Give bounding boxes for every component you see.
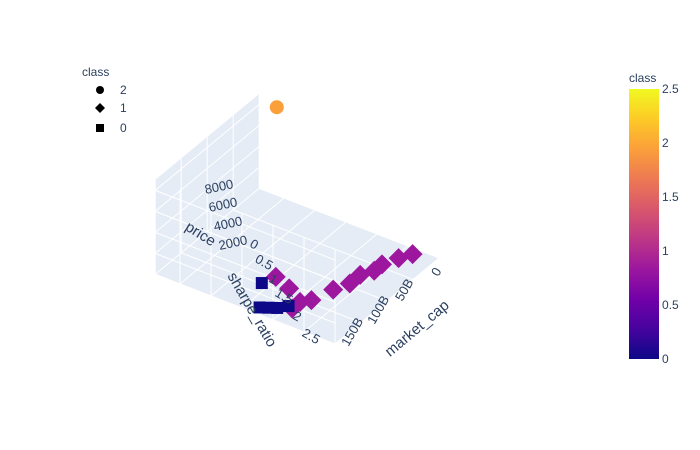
colorbar-tick-1.5: 1.5 xyxy=(662,190,679,204)
legend: class 2 1 0 xyxy=(82,65,127,135)
grid-line-z xyxy=(155,231,336,303)
colorbar-title: class xyxy=(629,71,656,85)
scene-3d xyxy=(154,93,440,345)
point-class-1[interactable] xyxy=(279,278,300,299)
legend-item-label: 1 xyxy=(120,101,127,115)
colorbar-tick-1: 1 xyxy=(662,244,669,258)
colorbar-gradient xyxy=(629,89,659,359)
data-marks xyxy=(253,100,423,319)
grid-line-z xyxy=(155,210,336,282)
legend-item-label: 2 xyxy=(120,83,127,97)
x-tick-0: 0 xyxy=(428,265,445,279)
colorbar: class 2.5 2 1.5 1 0.5 0 xyxy=(629,71,679,366)
point-class-1[interactable] xyxy=(323,279,344,300)
point-class-1[interactable] xyxy=(388,248,409,269)
point-class-1[interactable] xyxy=(265,266,286,287)
colorbar-tick-2: 2 xyxy=(662,136,669,150)
point-class-1[interactable] xyxy=(339,273,360,294)
point-class-2[interactable] xyxy=(269,100,284,115)
legend-square-icon xyxy=(96,124,104,132)
legend-diamond-icon xyxy=(95,103,105,113)
point-class-0[interactable] xyxy=(282,300,295,313)
grid-line-z xyxy=(155,252,336,324)
x-axis-title: market_cap xyxy=(382,297,453,360)
z-tick-8000: 8000 xyxy=(203,176,234,197)
colorbar-tick-2.5: 2.5 xyxy=(662,82,679,96)
legend-item-0[interactable]: 0 xyxy=(96,121,127,135)
colorbar-tick-0: 0 xyxy=(662,352,669,366)
grid-line-x xyxy=(259,187,440,259)
z-tick-4000: 4000 xyxy=(212,213,243,234)
z-tick-6000: 6000 xyxy=(207,194,238,215)
grid-line-z xyxy=(154,104,260,191)
legend-title: class xyxy=(82,65,109,79)
grid-line-y xyxy=(334,257,440,345)
z-tick-2000: 2000 xyxy=(217,232,248,253)
point-class-0[interactable] xyxy=(255,277,268,290)
legend-circle-icon xyxy=(96,86,104,94)
point-class-0[interactable] xyxy=(253,301,266,314)
grid-line-z xyxy=(155,189,336,261)
legend-item-label: 0 xyxy=(120,121,127,135)
legend-item-2[interactable]: 2 xyxy=(96,83,127,97)
grid-line-z xyxy=(155,273,336,345)
colorbar-tick-0.5: 0.5 xyxy=(662,298,679,312)
legend-item-1[interactable]: 1 xyxy=(95,101,127,115)
colorbar-ticks: 2.5 2 1.5 1 0.5 0 xyxy=(662,82,679,366)
